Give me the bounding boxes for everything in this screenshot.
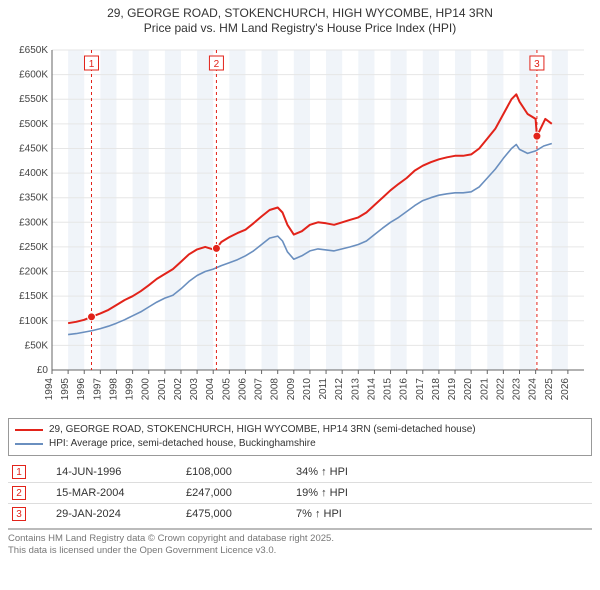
svg-text:£250K: £250K <box>19 242 48 253</box>
legend: 29, GEORGE ROAD, STOKENCHURCH, HIGH WYCO… <box>8 418 592 456</box>
svg-text:2023: 2023 <box>512 378 523 401</box>
marker-date: 29-JAN-2024 <box>56 508 186 520</box>
legend-item: 29, GEORGE ROAD, STOKENCHURCH, HIGH WYCO… <box>15 423 585 437</box>
marker-delta: 34% ↑ HPI <box>296 466 406 478</box>
line-chart: £0 £50K £100K £150K £200K £250K £300K £350K £400… <box>8 42 592 412</box>
svg-text:2019: 2019 <box>447 378 458 401</box>
svg-text:£300K: £300K <box>19 217 48 228</box>
svg-text:2011: 2011 <box>318 378 329 400</box>
svg-text:2025: 2025 <box>544 378 555 401</box>
marker-price: £475,000 <box>186 508 296 520</box>
svg-text:2013: 2013 <box>350 378 361 401</box>
svg-text:1996: 1996 <box>76 378 87 401</box>
svg-text:2002: 2002 <box>173 378 184 401</box>
svg-text:£450K: £450K <box>19 143 48 154</box>
svg-text:£650K: £650K <box>19 45 48 56</box>
marker-delta: 7% ↑ HPI <box>296 508 406 520</box>
svg-text:2001: 2001 <box>157 378 168 401</box>
svg-text:2009: 2009 <box>286 378 297 401</box>
svg-text:2005: 2005 <box>221 378 232 401</box>
marker-badge: 2 <box>12 486 26 500</box>
svg-text:£350K: £350K <box>19 193 48 204</box>
footer-line-1: Contains HM Land Registry data © Crown c… <box>8 533 592 545</box>
svg-text:2015: 2015 <box>383 378 394 401</box>
svg-text:2012: 2012 <box>334 378 345 401</box>
svg-text:£150K: £150K <box>19 291 48 302</box>
svg-text:2010: 2010 <box>302 378 313 401</box>
svg-text:2007: 2007 <box>254 378 265 401</box>
svg-text:2008: 2008 <box>270 378 281 401</box>
svg-text:2024: 2024 <box>528 378 539 401</box>
svg-text:2003: 2003 <box>189 378 200 401</box>
marker-delta: 19% ↑ HPI <box>296 487 406 499</box>
marker-row: 3 29-JAN-2024£475,0007% ↑ HPI <box>8 503 592 524</box>
svg-text:£600K: £600K <box>19 70 48 81</box>
marker-badge: 3 <box>12 507 26 521</box>
svg-text:£0: £0 <box>37 365 49 376</box>
legend-label: HPI: Average price, semi-detached house,… <box>49 437 316 451</box>
legend-label: 29, GEORGE ROAD, STOKENCHURCH, HIGH WYCO… <box>49 423 476 437</box>
marker-badge: 1 <box>12 465 26 479</box>
svg-text:1997: 1997 <box>92 378 103 401</box>
svg-text:£50K: £50K <box>25 340 49 351</box>
legend-swatch <box>15 443 43 445</box>
svg-text:1998: 1998 <box>108 378 119 401</box>
svg-text:2004: 2004 <box>205 378 216 401</box>
chart-container: £0 £50K £100K £150K £200K £250K £300K £350K £400… <box>8 42 592 412</box>
marker-date: 14-JUN-1996 <box>56 466 186 478</box>
sales-marker-table: 1 14-JUN-1996£108,00034% ↑ HPI 2 15-MAR-200… <box>8 462 592 524</box>
svg-text:3: 3 <box>534 59 540 70</box>
title-line-1: 29, GEORGE ROAD, STOKENCHURCH, HIGH WYCO… <box>8 6 592 21</box>
svg-text:2021: 2021 <box>479 378 490 401</box>
title-line-2: Price paid vs. HM Land Registry's House … <box>8 21 592 36</box>
footer-attribution: Contains HM Land Registry data © Crown c… <box>8 528 592 557</box>
svg-text:£550K: £550K <box>19 94 48 105</box>
svg-text:£500K: £500K <box>19 119 48 130</box>
svg-text:2014: 2014 <box>366 378 377 401</box>
svg-text:1995: 1995 <box>60 378 71 401</box>
svg-text:1994: 1994 <box>44 378 55 401</box>
marker-price: £247,000 <box>186 487 296 499</box>
footer-line-2: This data is licensed under the Open Gov… <box>8 545 592 557</box>
svg-text:1999: 1999 <box>125 378 136 401</box>
marker-price: £108,000 <box>186 466 296 478</box>
marker-date: 15-MAR-2004 <box>56 487 186 499</box>
svg-text:£200K: £200K <box>19 267 48 278</box>
legend-item: HPI: Average price, semi-detached house,… <box>15 437 585 451</box>
chart-title-block: 29, GEORGE ROAD, STOKENCHURCH, HIGH WYCO… <box>8 6 592 36</box>
svg-text:2017: 2017 <box>415 378 426 401</box>
svg-text:1: 1 <box>89 59 95 70</box>
svg-text:2: 2 <box>214 59 220 70</box>
svg-text:2016: 2016 <box>399 378 410 401</box>
marker-row: 1 14-JUN-1996£108,00034% ↑ HPI <box>8 462 592 482</box>
svg-text:2006: 2006 <box>237 378 248 401</box>
svg-text:2026: 2026 <box>560 378 571 401</box>
marker-row: 2 15-MAR-2004£247,00019% ↑ HPI <box>8 482 592 503</box>
svg-text:2022: 2022 <box>495 378 506 401</box>
svg-text:£400K: £400K <box>19 168 48 179</box>
svg-text:£100K: £100K <box>19 316 48 327</box>
svg-text:2020: 2020 <box>463 378 474 401</box>
svg-text:2018: 2018 <box>431 378 442 401</box>
svg-text:2000: 2000 <box>141 378 152 401</box>
legend-swatch <box>15 429 43 431</box>
